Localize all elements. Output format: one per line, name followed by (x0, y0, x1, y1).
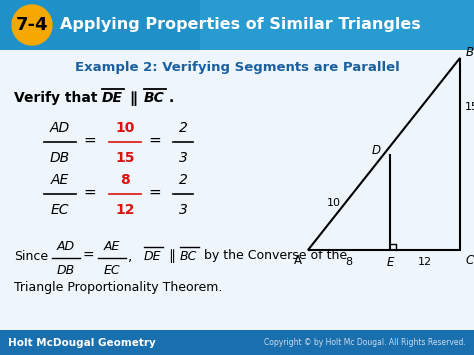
Text: 3: 3 (179, 151, 187, 165)
Text: AD: AD (50, 121, 70, 135)
Text: 8: 8 (346, 257, 353, 267)
Text: Applying Properties of Similar Triangles: Applying Properties of Similar Triangles (60, 17, 421, 33)
Text: AE: AE (104, 240, 120, 252)
Text: 15: 15 (115, 151, 135, 165)
Text: Since: Since (14, 250, 48, 262)
Text: 7-4: 7-4 (16, 16, 48, 34)
Text: =: = (83, 185, 96, 200)
Text: A: A (294, 253, 302, 267)
Text: Copyright © by Holt Mc Dougal. All Rights Reserved.: Copyright © by Holt Mc Dougal. All Right… (264, 338, 466, 347)
Text: Verify that: Verify that (14, 91, 102, 105)
Text: Holt McDougal Geometry: Holt McDougal Geometry (8, 338, 156, 348)
Text: 2: 2 (179, 121, 187, 135)
Text: ,: , (128, 249, 132, 263)
Text: 12: 12 (115, 203, 135, 217)
Text: BC: BC (144, 91, 165, 105)
Text: =: = (149, 132, 161, 147)
Text: EC: EC (104, 263, 120, 277)
Text: DE: DE (144, 250, 162, 262)
Text: 15: 15 (465, 102, 474, 111)
Text: E: E (386, 256, 394, 268)
Text: C: C (466, 253, 474, 267)
Text: 2: 2 (179, 173, 187, 187)
Text: ∥: ∥ (168, 249, 175, 263)
Text: =: = (83, 132, 96, 147)
Text: BC: BC (180, 250, 197, 262)
Text: 8: 8 (120, 173, 130, 187)
Text: 12: 12 (418, 257, 432, 267)
Text: =: = (82, 249, 94, 263)
Text: 10: 10 (115, 121, 135, 135)
Text: ∥: ∥ (129, 91, 137, 105)
Text: D: D (372, 143, 381, 157)
Text: 3: 3 (179, 203, 187, 217)
Text: B: B (466, 47, 474, 60)
Text: Triangle Proportionality Theorem.: Triangle Proportionality Theorem. (14, 282, 222, 295)
Text: Example 2: Verifying Segments are Parallel: Example 2: Verifying Segments are Parall… (74, 61, 400, 75)
Text: =: = (149, 185, 161, 200)
Text: DE: DE (102, 91, 123, 105)
Bar (200, 0, 474, 50)
Text: 10: 10 (327, 197, 341, 208)
Text: DB: DB (57, 263, 75, 277)
Text: DB: DB (50, 151, 70, 165)
Circle shape (12, 5, 52, 45)
Text: by the Converse of the: by the Converse of the (204, 250, 347, 262)
Text: AE: AE (51, 173, 69, 187)
Text: .: . (169, 91, 174, 105)
Text: EC: EC (51, 203, 69, 217)
Text: AD: AD (57, 240, 75, 252)
